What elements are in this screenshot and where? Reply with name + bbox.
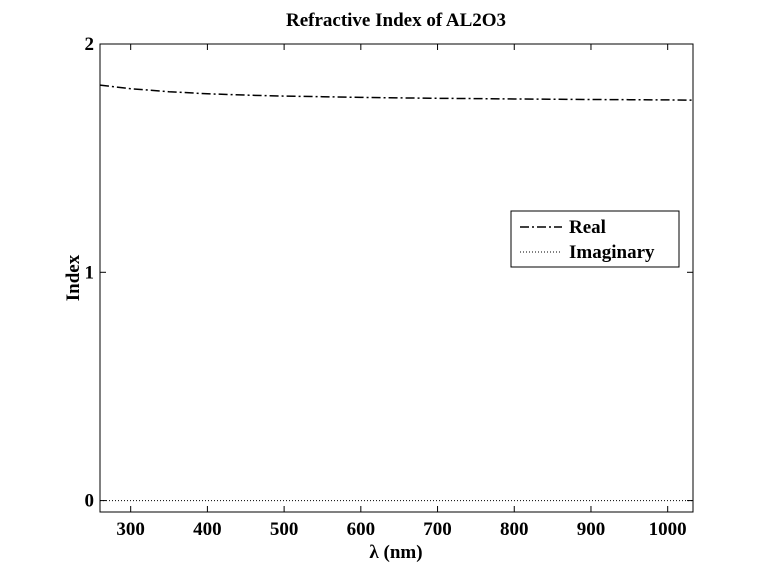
legend: Real Imaginary [510, 210, 680, 268]
chart-title: Refractive Index of AL2O3 [286, 10, 506, 31]
x-tick-label: 500 [270, 519, 299, 540]
x-tick-label: 400 [193, 519, 222, 540]
x-tick-label: 700 [423, 519, 452, 540]
x-axis-ticks: 300 400 500 600 700 800 900 1000 [116, 44, 687, 540]
y-tick-label: 0 [85, 491, 95, 512]
x-tick-label: 800 [500, 519, 529, 540]
legend-label-imaginary: Imaginary [569, 242, 655, 263]
y-tick-label: 1 [85, 262, 95, 283]
x-tick-label: 600 [347, 519, 376, 540]
legend-box [510, 210, 680, 268]
x-axis-label: λ (nm) [369, 542, 422, 563]
x-tick-label: 1000 [649, 519, 687, 540]
y-tick-label: 2 [85, 34, 95, 55]
legend-label-real: Real [569, 217, 606, 238]
plot-area [99, 43, 694, 513]
x-tick-label: 900 [577, 519, 606, 540]
x-tick-label: 300 [116, 519, 145, 540]
y-axis-label: Index [63, 254, 84, 301]
